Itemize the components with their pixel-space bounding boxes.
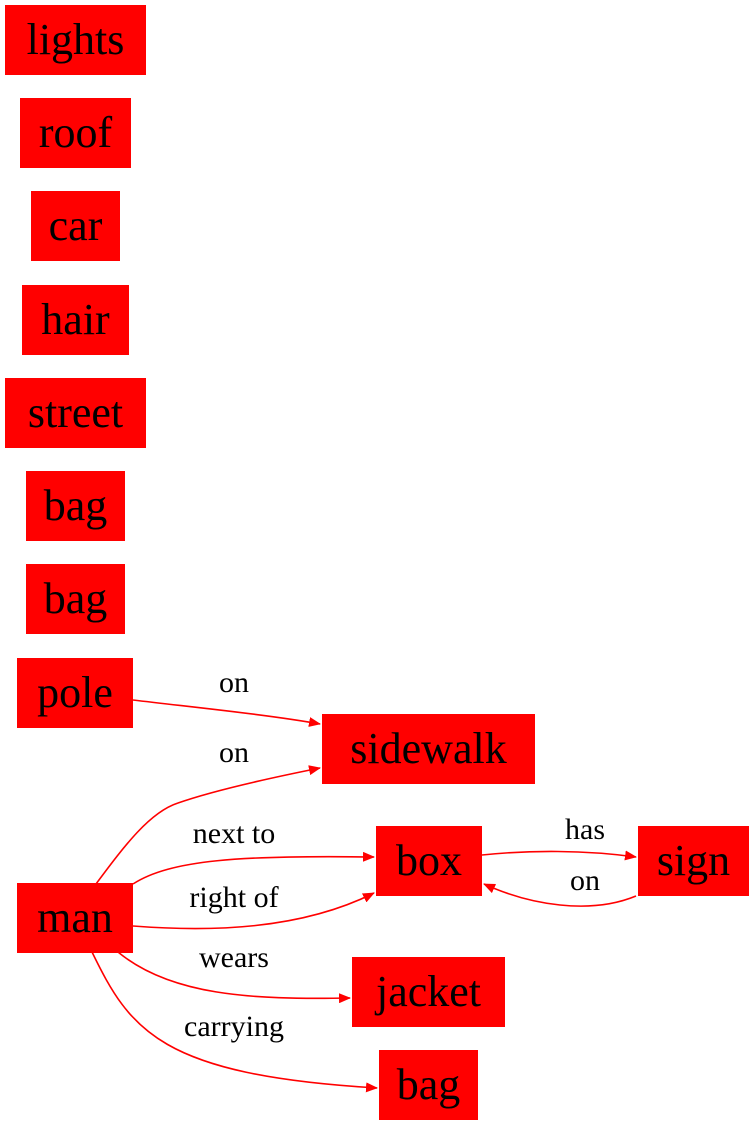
node-label: bag xyxy=(44,574,108,623)
node-car: car xyxy=(31,191,120,261)
edge-label: has xyxy=(565,813,605,846)
edge-label: next to xyxy=(193,817,276,850)
node-hair: hair xyxy=(22,285,129,355)
edge-pole-on-sidewalk: on xyxy=(132,666,321,727)
node-label: roof xyxy=(39,108,113,157)
edge-sign-on-box: on xyxy=(483,864,637,907)
edge-man-carrying-bag: carrying xyxy=(91,951,378,1093)
edge-box-has-sign: has xyxy=(481,813,637,861)
node-lights: lights xyxy=(5,5,146,75)
node-label: street xyxy=(28,388,123,437)
node-label: box xyxy=(396,836,462,885)
node-label: sign xyxy=(657,836,730,885)
edge-label: on xyxy=(570,864,600,897)
node-label: hair xyxy=(41,295,110,344)
node-label: jacket xyxy=(374,967,481,1016)
node-bag: bag xyxy=(26,564,125,634)
edge-label: right of xyxy=(189,881,278,914)
node-label: bag xyxy=(397,1060,461,1109)
node-man: man xyxy=(17,883,133,953)
edge-man-on-sidewalk: on xyxy=(95,736,321,885)
edge-label: wears xyxy=(199,941,269,974)
node-roof: roof xyxy=(20,98,131,168)
edge-man-next-to-box: next to xyxy=(132,817,375,885)
node-sign: sign xyxy=(638,826,749,896)
node-box: box xyxy=(376,826,482,896)
node-label: pole xyxy=(37,668,113,717)
edge-label: on xyxy=(219,666,249,699)
node-label: sidewalk xyxy=(350,724,506,773)
node-label: man xyxy=(37,893,113,942)
edge-label: on xyxy=(219,736,249,769)
node-bag: bag xyxy=(26,471,125,541)
node-sidewalk: sidewalk xyxy=(322,714,535,784)
node-label: lights xyxy=(27,15,125,64)
node-bag: bag xyxy=(379,1050,478,1120)
node-jacket: jacket xyxy=(352,957,505,1027)
edge-man-wears-jacket: wears xyxy=(117,941,351,1004)
node-pole: pole xyxy=(17,658,133,728)
node-label: car xyxy=(49,201,103,250)
node-street: street xyxy=(5,378,146,448)
node-label: bag xyxy=(44,481,108,530)
edge-label: carrying xyxy=(184,1010,284,1043)
edge-man-right-of-box: right of xyxy=(132,881,375,930)
